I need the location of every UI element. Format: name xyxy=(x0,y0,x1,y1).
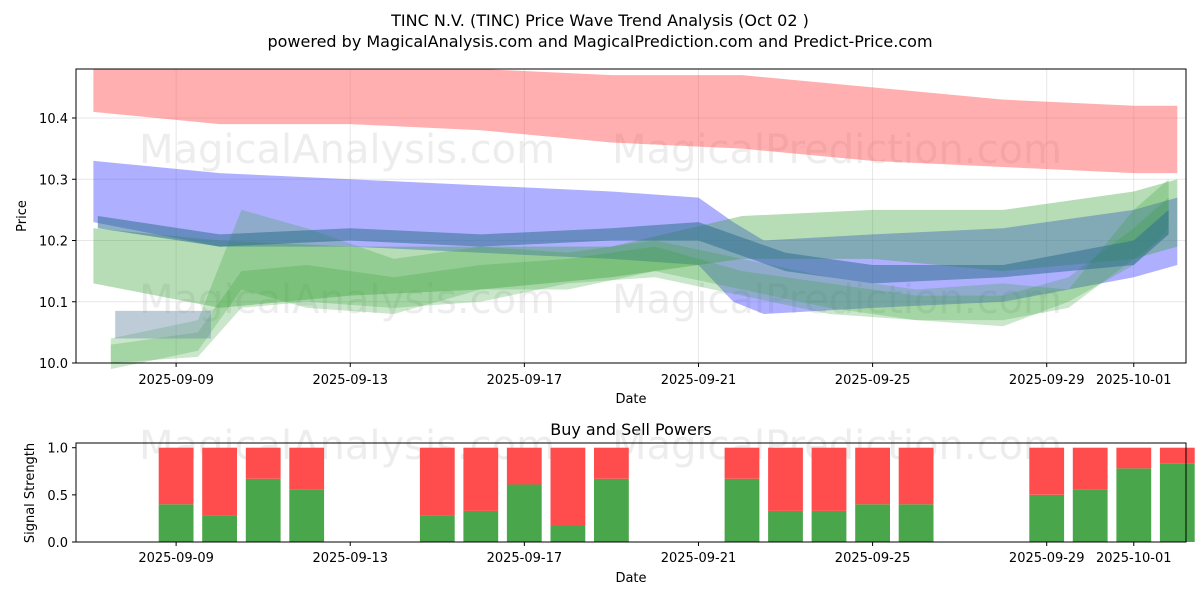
power-x-tick-label: 2025-09-21 xyxy=(661,551,737,566)
sell-power-bar xyxy=(245,447,281,479)
sell-power-bar xyxy=(1159,447,1195,464)
price-x-tick-label: 2025-10-01 xyxy=(1096,373,1172,388)
chart-title-line1: TINC N.V. (TINC) Price Wave Trend Analys… xyxy=(390,11,809,30)
sell-power-bar xyxy=(202,447,237,516)
power-x-ticks: 2025-09-09 2025-09-13 2025-09-17 2025-09-21… xyxy=(138,542,1172,566)
sell-power-bar xyxy=(419,447,455,516)
power-x-tick-label: 2025-09-09 xyxy=(138,551,214,566)
buy-power-bar xyxy=(463,510,499,542)
price-x-tick-label: 2025-09-17 xyxy=(487,373,563,388)
green-band-wave-2 xyxy=(110,197,1169,363)
price-x-tick-label: 2025-09-29 xyxy=(1009,373,1085,388)
sell-power-bar xyxy=(1072,447,1108,490)
buy-power-bar xyxy=(506,484,542,542)
sell-power-bar xyxy=(1029,447,1065,495)
watermark-analysis-bottom: MagicalAnalysis.com xyxy=(139,277,555,323)
power-x-tick-label: 2025-09-25 xyxy=(835,551,911,566)
power-bars xyxy=(158,447,1195,542)
sell-power-bar xyxy=(724,447,760,479)
buy-power-bar xyxy=(724,478,760,542)
buy-power-bar xyxy=(245,478,281,542)
price-y-ticks: 10.0 10.1 10.2 10.3 10.4 xyxy=(39,112,76,372)
power-y-tick-label: 0.5 xyxy=(47,489,68,504)
power-chart-title: Buy and Sell Powers xyxy=(550,420,712,439)
watermark-analysis-top: MagicalAnalysis.com xyxy=(139,127,555,173)
power-x-tick-label: 2025-09-17 xyxy=(487,551,563,566)
buy-power-bar xyxy=(550,526,586,542)
sell-power-bar xyxy=(158,447,194,505)
power-y-tick-label: 1.0 xyxy=(47,442,68,457)
price-y-tick-label: 10.3 xyxy=(39,173,68,188)
power-x-tick-label: 2025-09-29 xyxy=(1009,551,1085,566)
power-x-tick-label: 2025-10-01 xyxy=(1096,551,1172,566)
power-y-label: Signal Strength xyxy=(23,443,38,543)
sell-power-bar xyxy=(855,447,890,505)
price-x-ticks: 2025-09-09 2025-09-13 2025-09-17 2025-09-21… xyxy=(138,363,1172,388)
power-y-ticks: 0.0 0.5 1.0 xyxy=(47,442,76,551)
buy-power-bar xyxy=(1159,463,1195,542)
sell-power-bar xyxy=(289,447,325,490)
price-plot-frame xyxy=(75,68,1187,364)
power-x-tick-label: 2025-09-13 xyxy=(312,551,388,566)
sell-power-bar xyxy=(550,447,586,526)
sell-power-bar xyxy=(594,447,629,479)
power-plot-frame xyxy=(75,442,1187,543)
teal-wave xyxy=(97,209,1169,284)
green-band-wide xyxy=(93,179,1178,308)
buy-power-bar xyxy=(768,510,803,542)
green-band-wave-1 xyxy=(110,179,1169,370)
sell-power-bar xyxy=(811,447,847,511)
sell-power-bar xyxy=(1116,447,1152,469)
buy-power-bar xyxy=(289,489,325,542)
price-bands xyxy=(93,69,1178,370)
price-y-tick-label: 10.0 xyxy=(39,357,68,372)
buy-power-bar xyxy=(898,504,934,542)
buy-power-bar xyxy=(1072,489,1108,542)
buy-power-bar xyxy=(811,510,847,542)
price-x-tick-label: 2025-09-09 xyxy=(138,373,214,388)
buy-power-bar xyxy=(855,504,890,542)
watermark-prediction-bottom: MagicalPrediction.com xyxy=(612,277,1062,323)
sell-power-bar xyxy=(898,447,934,505)
price-watermarks: MagicalAnalysis.com MagicalPrediction.co… xyxy=(139,127,1062,323)
sell-power-bar xyxy=(463,447,499,511)
buy-power-bar xyxy=(419,515,455,542)
buy-power-bar xyxy=(1116,468,1152,542)
price-x-tick-label: 2025-09-21 xyxy=(661,373,737,388)
sell-power-bar xyxy=(506,447,542,485)
price-x-tick-label: 2025-09-13 xyxy=(312,373,388,388)
price-x-tick-label: 2025-09-25 xyxy=(835,373,911,388)
power-y-tick-label: 0.0 xyxy=(47,536,68,551)
price-y-tick-label: 10.1 xyxy=(39,296,68,311)
sell-power-bar xyxy=(768,447,803,511)
watermark-prediction-top: MagicalPrediction.com xyxy=(612,127,1062,173)
buy-power-bar xyxy=(1029,494,1065,542)
grey-band xyxy=(115,310,211,339)
buy-power-bar xyxy=(158,504,194,542)
price-plot: MagicalAnalysis.com MagicalPrediction.co… xyxy=(15,68,1187,407)
red-band xyxy=(93,69,1178,174)
price-y-label: Price xyxy=(15,200,30,232)
buy-power-bar xyxy=(594,478,629,542)
price-x-label: Date xyxy=(615,392,646,407)
power-x-label: Date xyxy=(615,571,646,586)
price-y-tick-label: 10.4 xyxy=(39,112,68,127)
buy-power-bar xyxy=(202,515,237,542)
price-y-tick-label: 10.2 xyxy=(39,235,68,250)
chart-title-line2: powered by MagicalAnalysis.com and Magic… xyxy=(267,32,932,51)
power-plot: Buy and Sell Powers MagicalAnalysis.com … xyxy=(23,420,1195,586)
